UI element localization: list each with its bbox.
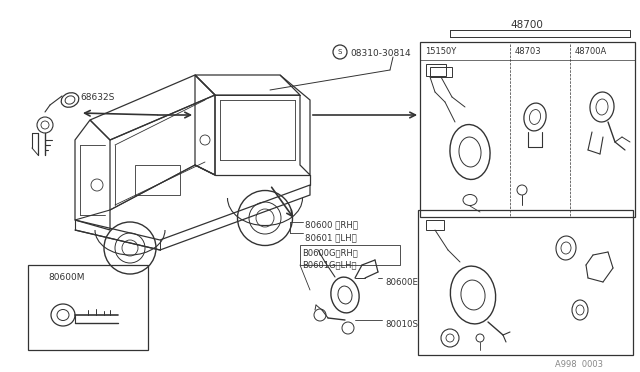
Bar xyxy=(430,67,452,77)
Bar xyxy=(28,265,148,350)
Bar xyxy=(420,42,635,217)
Text: 80010S: 80010S xyxy=(385,320,418,329)
Text: B0601G〈LH〉: B0601G〈LH〉 xyxy=(302,260,356,269)
Text: 80600 〈RH〉: 80600 〈RH〉 xyxy=(305,220,358,229)
Text: 80601 〈LH〉: 80601 〈LH〉 xyxy=(305,233,356,242)
Bar xyxy=(135,165,180,195)
Text: 48703: 48703 xyxy=(515,47,541,56)
Text: 48700: 48700 xyxy=(511,20,543,30)
Text: S: S xyxy=(338,49,342,55)
Text: B0600G〈RH〉: B0600G〈RH〉 xyxy=(302,248,358,257)
Text: 08310-30814: 08310-30814 xyxy=(350,49,411,58)
Bar xyxy=(418,210,633,355)
Text: A998  0003: A998 0003 xyxy=(555,360,603,369)
Text: 80600M: 80600M xyxy=(48,273,84,282)
Text: 15150Y: 15150Y xyxy=(425,47,456,56)
Text: 48700A: 48700A xyxy=(575,47,607,56)
Text: 68632S: 68632S xyxy=(80,93,115,102)
Text: 80600E: 80600E xyxy=(385,278,418,287)
Bar xyxy=(426,220,444,230)
Bar xyxy=(426,64,446,76)
Bar xyxy=(300,245,400,265)
